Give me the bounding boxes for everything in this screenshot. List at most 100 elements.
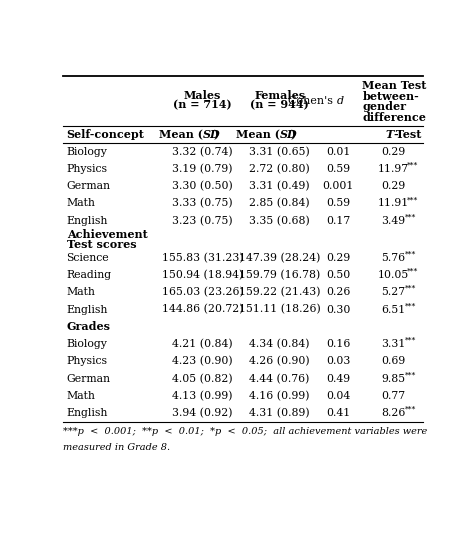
Text: Physics: Physics <box>66 164 108 174</box>
Text: 151.11 (18.26): 151.11 (18.26) <box>239 304 320 315</box>
Text: 0.69: 0.69 <box>382 356 406 366</box>
Text: measured in Grade 8.: measured in Grade 8. <box>63 443 170 452</box>
Text: -Test: -Test <box>393 129 422 140</box>
Text: 0.50: 0.50 <box>326 270 351 280</box>
Text: 150.94 (18.94): 150.94 (18.94) <box>162 270 243 280</box>
Text: 11.91: 11.91 <box>378 199 409 208</box>
Text: ***: *** <box>405 337 417 345</box>
Text: 3.94 (0.92): 3.94 (0.92) <box>172 408 233 418</box>
Text: SD: SD <box>280 129 297 140</box>
Text: 4.34 (0.84): 4.34 (0.84) <box>249 339 310 349</box>
Text: 144.86 (20.72): 144.86 (20.72) <box>162 304 243 315</box>
Text: 0.29: 0.29 <box>382 147 406 156</box>
Text: ***: *** <box>407 196 418 204</box>
Text: 4.13 (0.99): 4.13 (0.99) <box>172 391 233 401</box>
Text: Test scores: Test scores <box>66 239 136 250</box>
Text: 3.35 (0.68): 3.35 (0.68) <box>249 216 310 226</box>
Text: 10.05: 10.05 <box>378 270 409 280</box>
Text: Achievement: Achievement <box>66 229 147 240</box>
Text: 0.29: 0.29 <box>326 253 351 263</box>
Text: Mean (: Mean ( <box>236 129 280 140</box>
Text: 3.31: 3.31 <box>382 339 406 349</box>
Text: 4.44 (0.76): 4.44 (0.76) <box>249 373 310 384</box>
Text: Self-concept: Self-concept <box>66 129 145 140</box>
Text: 2.85 (0.84): 2.85 (0.84) <box>249 198 310 209</box>
Text: 155.83 (31.23): 155.83 (31.23) <box>162 253 243 263</box>
Text: 0.41: 0.41 <box>326 408 351 418</box>
Text: 11.97: 11.97 <box>378 164 409 174</box>
Text: 3.31 (0.49): 3.31 (0.49) <box>249 181 310 191</box>
Text: English: English <box>66 304 108 315</box>
Text: 6.51: 6.51 <box>382 304 406 315</box>
Text: Reading: Reading <box>66 270 112 280</box>
Text: Science: Science <box>66 253 109 263</box>
Text: 5.76: 5.76 <box>382 253 406 263</box>
Text: ): ) <box>213 129 219 140</box>
Text: ***: *** <box>405 406 417 414</box>
Text: 0.001: 0.001 <box>323 181 354 191</box>
Text: 147.39 (28.24): 147.39 (28.24) <box>239 253 320 263</box>
Text: 3.32 (0.74): 3.32 (0.74) <box>172 146 233 157</box>
Text: Math: Math <box>66 287 95 297</box>
Text: gender: gender <box>362 101 406 112</box>
Text: 0.01: 0.01 <box>326 147 351 156</box>
Text: ***: *** <box>405 371 417 379</box>
Text: Biology: Biology <box>66 147 108 156</box>
Text: 0.77: 0.77 <box>382 391 406 401</box>
Text: ***: *** <box>405 250 417 258</box>
Text: German: German <box>66 181 110 191</box>
Text: English: English <box>66 408 108 418</box>
Text: 2.72 (0.80): 2.72 (0.80) <box>249 164 310 174</box>
Text: d: d <box>337 96 344 106</box>
Text: between-: between- <box>362 91 419 101</box>
Text: ***: *** <box>407 268 418 276</box>
Text: 3.33 (0.75): 3.33 (0.75) <box>172 198 233 209</box>
Text: Physics: Physics <box>66 356 108 366</box>
Text: Males: Males <box>184 90 221 101</box>
Text: 3.23 (0.75): 3.23 (0.75) <box>172 216 233 226</box>
Text: Mean (: Mean ( <box>158 129 202 140</box>
Text: 4.26 (0.90): 4.26 (0.90) <box>249 356 310 366</box>
Text: 0.30: 0.30 <box>326 304 351 315</box>
Text: 0.49: 0.49 <box>327 374 350 383</box>
Text: Math: Math <box>66 199 95 208</box>
Text: Cohen's: Cohen's <box>288 96 337 106</box>
Text: ***: *** <box>405 214 417 222</box>
Text: Math: Math <box>66 391 95 401</box>
Text: 9.85: 9.85 <box>382 374 406 383</box>
Text: 0.17: 0.17 <box>326 216 351 226</box>
Text: Females: Females <box>254 90 305 101</box>
Text: SD: SD <box>202 129 220 140</box>
Text: 0.16: 0.16 <box>326 339 351 349</box>
Text: 5.27: 5.27 <box>382 287 406 297</box>
Text: Mean Test: Mean Test <box>362 80 427 91</box>
Text: (n = 944): (n = 944) <box>250 100 309 111</box>
Text: Grades: Grades <box>66 321 110 332</box>
Text: 3.31 (0.65): 3.31 (0.65) <box>249 146 310 157</box>
Text: ***: *** <box>405 285 417 293</box>
Text: 4.05 (0.82): 4.05 (0.82) <box>172 373 233 384</box>
Text: difference: difference <box>362 112 426 123</box>
Text: ): ) <box>291 129 296 140</box>
Text: 4.31 (0.89): 4.31 (0.89) <box>249 408 310 418</box>
Text: ***: *** <box>407 162 418 170</box>
Text: 0.59: 0.59 <box>327 199 350 208</box>
Text: 3.19 (0.79): 3.19 (0.79) <box>172 164 233 174</box>
Text: German: German <box>66 374 110 383</box>
Text: 0.26: 0.26 <box>326 287 351 297</box>
Text: T: T <box>385 129 393 140</box>
Text: 0.59: 0.59 <box>327 164 350 174</box>
Text: 8.26: 8.26 <box>382 408 406 418</box>
Text: 4.21 (0.84): 4.21 (0.84) <box>172 339 233 349</box>
Text: 0.29: 0.29 <box>382 181 406 191</box>
Text: (n = 714): (n = 714) <box>173 100 232 111</box>
Text: 3.49: 3.49 <box>382 216 406 226</box>
Text: Biology: Biology <box>66 339 108 349</box>
Text: 0.03: 0.03 <box>326 356 351 366</box>
Text: English: English <box>66 216 108 226</box>
Text: ***p  <  0.001;  **p  <  0.01;  *p  <  0.05;  all achievement variables were: ***p < 0.001; **p < 0.01; *p < 0.05; all… <box>63 427 427 436</box>
Text: 3.30 (0.50): 3.30 (0.50) <box>172 181 233 191</box>
Text: 159.22 (21.43): 159.22 (21.43) <box>239 287 320 297</box>
Text: 159.79 (16.78): 159.79 (16.78) <box>239 270 320 280</box>
Text: 0.04: 0.04 <box>326 391 351 401</box>
